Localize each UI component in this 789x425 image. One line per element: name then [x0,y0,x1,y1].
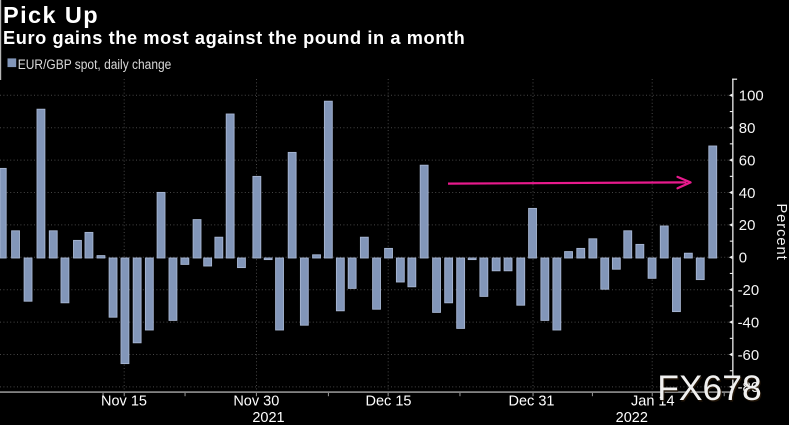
svg-text:Percent: Percent [773,203,789,260]
svg-text:-20: -20 [738,283,760,299]
svg-text:0: 0 [739,251,747,267]
svg-text:-80: -80 [738,380,760,396]
svg-text:Jan 14: Jan 14 [631,394,675,410]
svg-text:Nov 15: Nov 15 [101,394,147,410]
svg-text:60: 60 [739,153,756,169]
svg-text:-40: -40 [738,315,760,331]
svg-text:80: 80 [739,121,756,137]
svg-text:Nov 30: Nov 30 [233,394,279,410]
svg-text:2022: 2022 [616,410,648,425]
svg-text:EUR/GBP spot, daily change: EUR/GBP spot, daily change [18,57,172,72]
svg-text:Pick Up: Pick Up [3,2,99,28]
svg-text:-60: -60 [738,348,760,364]
svg-text:FX678: FX678 [657,368,762,408]
svg-text:2021: 2021 [252,410,284,425]
svg-text:100: 100 [739,89,764,105]
svg-text:FX678: FX678 [658,370,763,410]
svg-text:Euro gains the most against th: Euro gains the most against the pound in… [3,28,465,48]
svg-text:Dec 15: Dec 15 [366,394,412,410]
svg-text:Dec 31: Dec 31 [509,394,555,410]
svg-text:20: 20 [739,218,756,234]
svg-text:40: 40 [739,186,756,202]
